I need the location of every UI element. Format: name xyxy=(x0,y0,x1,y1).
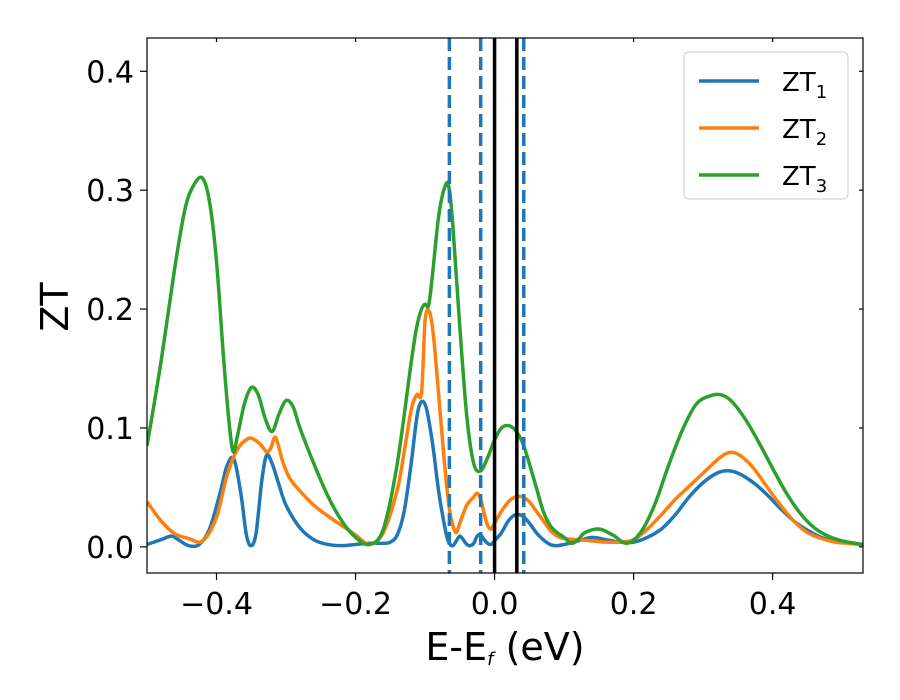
y-tick-label: 0.2 xyxy=(86,293,134,328)
plot-frame xyxy=(146,37,864,574)
x-tick-label: 0.4 xyxy=(749,587,797,622)
y-tick-label: 0.4 xyxy=(86,55,134,90)
legend-label: ZT3 xyxy=(782,162,827,197)
series-line-zt1 xyxy=(147,399,863,549)
plot-lines xyxy=(147,175,863,549)
legend-item-zt3: ZT3 xyxy=(699,162,827,197)
y-tick-label: 0.0 xyxy=(86,531,134,566)
legend-item-zt1: ZT1 xyxy=(699,68,827,103)
x-tick-label: −0.4 xyxy=(180,587,253,622)
legend-box xyxy=(683,51,849,200)
reference-lines xyxy=(447,38,526,573)
x-tick-label: 0.0 xyxy=(471,587,519,622)
x-tick-label: 0.2 xyxy=(610,587,658,622)
y-tick-label: 0.3 xyxy=(86,174,134,209)
series-line-zt2 xyxy=(147,308,863,547)
x-tick-label: −0.2 xyxy=(319,587,392,622)
legend-label: ZT1 xyxy=(782,68,827,103)
legend-label: ZT2 xyxy=(782,115,827,150)
series-line-zt3 xyxy=(147,175,863,547)
legend: ZT1 ZT2 ZT3 xyxy=(683,51,849,200)
y-tick-label: 0.1 xyxy=(86,412,134,447)
legend-item-zt2: ZT2 xyxy=(699,115,827,150)
y-axis-title: ZT xyxy=(33,282,77,332)
axis-ticks: −0.4 −0.2 0.0 0.2 0.4 0.0 0.1 0.2 0.3 0.4 xyxy=(86,38,863,622)
x-axis-title: E-Ef (eV) xyxy=(425,625,584,670)
